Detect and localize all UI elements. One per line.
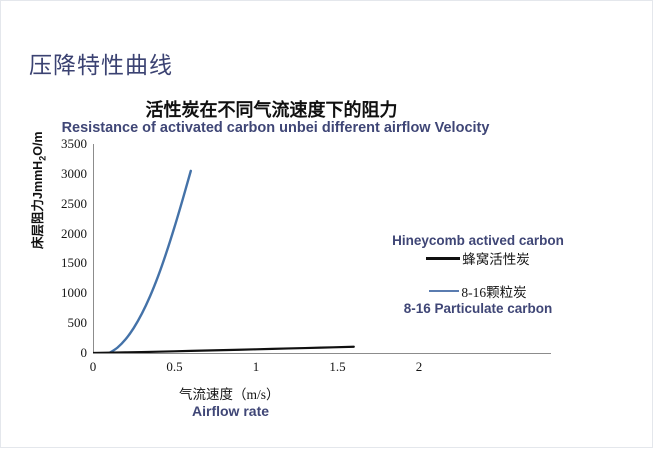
chart-title-chinese: 活性炭在不同气流速度下的阻力 xyxy=(145,100,398,120)
x-axis-tick-label: 0.5 xyxy=(166,359,183,374)
y-axis-title-subscript: 2 xyxy=(37,155,48,161)
legend-label-particulate-cn: 8-16颗粒炭 xyxy=(461,285,527,300)
x-axis-title-chinese: 气流速度（m/s） xyxy=(179,387,280,402)
y-axis-tick-label: 2500 xyxy=(61,195,87,211)
legend-caption-particulate-en: 8-16 Particulate carbon xyxy=(403,301,553,316)
legend-swatch-honeycomb xyxy=(426,256,461,260)
y-axis-tick-label: 2000 xyxy=(61,225,87,241)
legend-swatch-particulate xyxy=(429,290,460,292)
chart-title-english: Resistance of activated carbon unbei dif… xyxy=(61,120,490,136)
legend-row-honeycomb: 蜂窝活性炭 xyxy=(373,248,583,268)
series-line-honeycomb-carbon xyxy=(93,345,355,353)
plot-area xyxy=(93,144,551,353)
y-axis-tick-label: 0 xyxy=(80,345,88,360)
y-axis-title-tail: O/m xyxy=(31,131,45,156)
x-axis-tick-label: 0 xyxy=(89,359,97,374)
legend-entry-particulate: 8-16颗粒炭 8-16 Particulate carbon xyxy=(373,281,583,316)
y-axis-tick-labels: 0 500 1000 1500 2000 2500 3000 3500 xyxy=(23,1,87,449)
y-axis-tick-label: 3500 xyxy=(61,136,87,151)
legend-label-honeycomb-cn: 蜂窝活性炭 xyxy=(462,252,530,267)
x-axis-line xyxy=(93,353,551,354)
x-axis-tick-label: 1 xyxy=(252,359,260,374)
series-line-particulate-carbon xyxy=(108,169,192,353)
y-axis-tick-label: 500 xyxy=(67,315,88,331)
x-axis-tick-label: 1.5 xyxy=(329,359,346,374)
legend-caption-honeycomb-en: Hineycomb actived carbon xyxy=(392,233,564,248)
y-axis-tick-label: 1000 xyxy=(61,285,87,301)
y-axis-tick-label: 1500 xyxy=(61,255,87,271)
page-title: 压降特性曲线 xyxy=(29,52,173,78)
y-axis-line xyxy=(93,144,94,354)
y-axis-title-main: 床层阻力JmmH xyxy=(31,160,45,249)
y-axis-title: 床层阻力JmmH2O/m xyxy=(27,131,48,249)
x-axis-tick-label: 2 xyxy=(415,359,423,374)
legend-entry-honeycomb: Hineycomb actived carbon 蜂窝活性炭 xyxy=(373,233,583,268)
legend-row-particulate: 8-16颗粒炭 xyxy=(373,281,583,301)
x-axis-title-english: Airflow rate xyxy=(192,403,270,419)
series-curves xyxy=(93,169,355,353)
chart-legend: Hineycomb actived carbon 蜂窝活性炭 8-16颗粒炭 8… xyxy=(373,233,583,316)
y-axis-tick-label: 3000 xyxy=(61,165,87,181)
